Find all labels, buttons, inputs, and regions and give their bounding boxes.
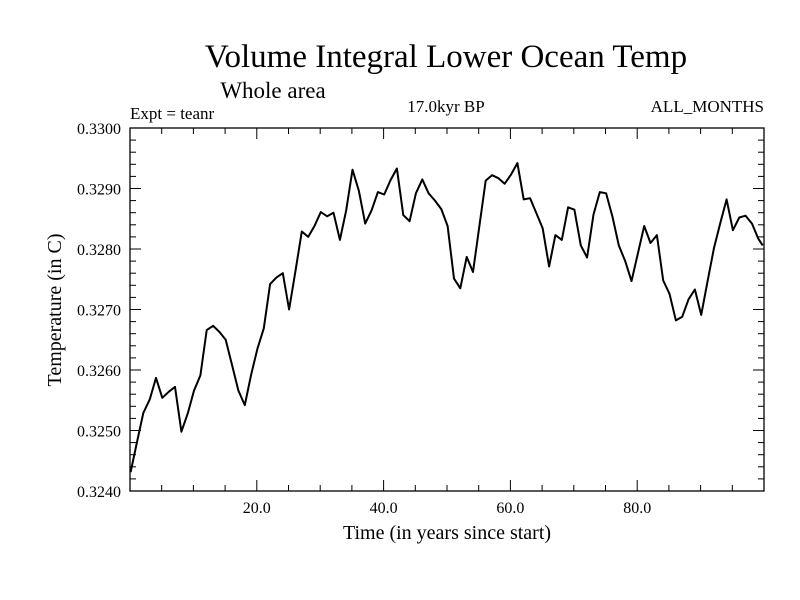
y-tick-label: 0.3270 bbox=[77, 303, 121, 320]
y-tick-labels: 0.3240 0.3250 0.3260 0.3270 0.3280 0.3290 0.33… bbox=[77, 121, 121, 501]
axes bbox=[129, 127, 765, 492]
y-tick-label: 0.3290 bbox=[77, 182, 121, 199]
y-tick-label: 0.3300 bbox=[77, 121, 121, 138]
x-axis-label: Time (in years since start) bbox=[343, 522, 551, 544]
annotation-period: 17.0kyr BP bbox=[407, 97, 484, 116]
x-tick-label: 40.0 bbox=[370, 500, 398, 517]
x-tick-labels: 20.0 40.0 60.0 80.0 bbox=[243, 500, 651, 517]
y-axis-label: Temperature (in C) bbox=[44, 234, 66, 387]
chart-subtitle: Whole area bbox=[220, 78, 325, 103]
annotation-experiment: Expt = teanr bbox=[130, 104, 215, 123]
annotation-months: ALL_MONTHS bbox=[651, 97, 764, 116]
chart-title: Volume Integral Lower Ocean Temp bbox=[205, 39, 687, 75]
x-tick-label: 60.0 bbox=[496, 500, 524, 517]
temperature-series-line bbox=[129, 162, 764, 473]
x-tick-label: 80.0 bbox=[623, 500, 651, 517]
y-tick-label: 0.3240 bbox=[77, 484, 121, 501]
series bbox=[129, 162, 764, 473]
ticks bbox=[130, 128, 764, 491]
y-tick-label: 0.3260 bbox=[77, 363, 121, 380]
y-tick-label: 0.3250 bbox=[77, 424, 121, 441]
y-tick-label: 0.3280 bbox=[77, 242, 121, 259]
x-tick-label: 20.0 bbox=[243, 500, 271, 517]
plot-frame bbox=[129, 127, 765, 492]
